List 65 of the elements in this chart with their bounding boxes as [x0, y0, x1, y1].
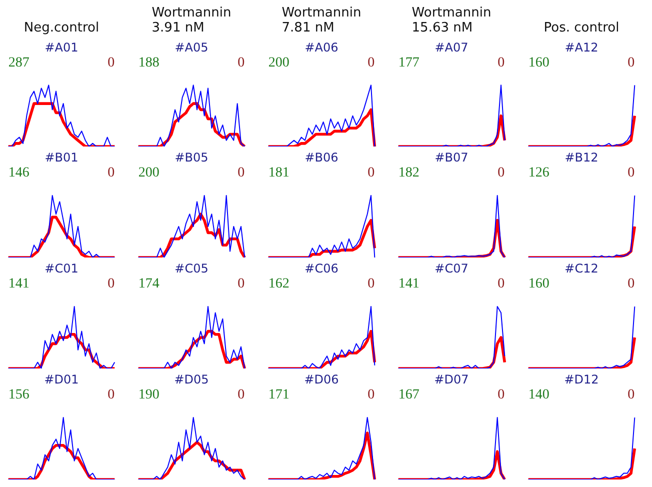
text: 0	[238, 387, 245, 402]
text: 0	[628, 55, 635, 70]
text: 0	[498, 387, 505, 402]
chart-subtitle: #D06	[304, 372, 339, 386]
text: 160	[528, 276, 550, 292]
text: 0	[108, 165, 115, 180]
chart-subtitle: #D07	[434, 372, 469, 386]
chart-subtitle: #B06	[304, 150, 338, 164]
text: 0	[628, 276, 635, 292]
text: 188	[138, 55, 160, 70]
text: 0	[498, 276, 505, 292]
text: 0	[498, 165, 505, 180]
chart-subtitle: #A06	[304, 40, 338, 54]
chart-title: Wortmannin 7.81 nM	[282, 6, 362, 36]
text: 146	[8, 165, 30, 180]
chart-subtitle: #A12	[564, 40, 598, 54]
text: 0	[368, 387, 375, 402]
text: 177	[398, 55, 420, 70]
text: 287	[8, 55, 30, 70]
text: 0	[108, 276, 115, 292]
text: 0	[238, 276, 245, 292]
chart-title: Pos. control	[544, 20, 620, 36]
text: 0	[368, 165, 375, 180]
chart-subtitle: #D01	[44, 372, 79, 386]
chart-title: Wortmannin 15.63 nM	[412, 6, 492, 36]
chart-subtitle: #A05	[174, 40, 208, 54]
text: 162	[268, 276, 290, 292]
text: 0	[498, 55, 505, 70]
chart-subtitle: #D05	[174, 372, 209, 386]
chart-subtitle: #C06	[304, 262, 338, 276]
text: 0	[628, 387, 635, 402]
text: 0	[108, 55, 115, 70]
text: 0	[368, 276, 375, 292]
chart-subtitle: #A01	[44, 40, 78, 54]
text: 200	[268, 55, 290, 70]
text: 141	[8, 276, 30, 292]
chart-subtitle: #D12	[564, 372, 599, 386]
text: 156	[8, 387, 30, 402]
text: 200	[138, 165, 160, 180]
chart-subtitle: #C01	[44, 262, 78, 276]
chart-subtitle: #C07	[434, 262, 468, 276]
chart-subtitle: #C05	[174, 262, 208, 276]
text: 182	[398, 165, 420, 180]
chart-subtitle: #B12	[564, 150, 598, 164]
text: 0	[628, 165, 635, 180]
chart-subtitle: #B01	[44, 150, 78, 164]
chart-subtitle: #A07	[434, 40, 468, 54]
chart-subtitle: #B05	[174, 150, 208, 164]
text: 181	[268, 165, 290, 180]
text: 0	[238, 165, 245, 180]
text: 140	[528, 387, 550, 402]
chart-subtitle: #C12	[564, 262, 598, 276]
text: 126	[528, 165, 550, 180]
chart-title: Neg.control	[24, 20, 100, 36]
text: 0	[238, 55, 245, 70]
chart-subtitle: #B07	[434, 150, 468, 164]
text: 171	[268, 387, 290, 402]
text: 141	[398, 276, 420, 292]
text: 174	[138, 276, 160, 292]
text: 160	[528, 55, 550, 70]
text: 167	[398, 387, 420, 402]
chart-title: Wortmannin 3.91 nM	[152, 6, 232, 36]
text: 0	[368, 55, 375, 70]
text: 0	[108, 387, 115, 402]
text: 190	[138, 387, 160, 402]
